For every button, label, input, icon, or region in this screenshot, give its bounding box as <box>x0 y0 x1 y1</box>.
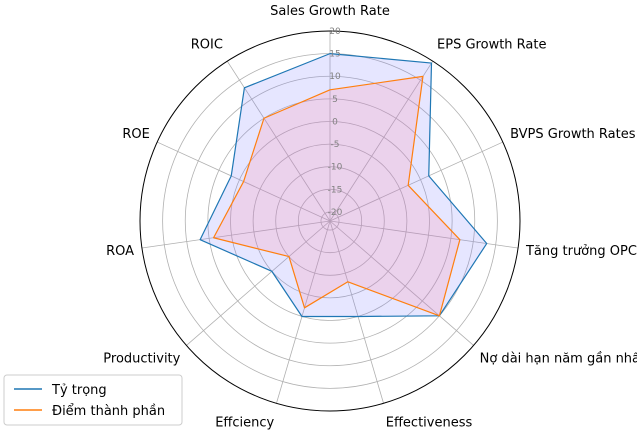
grid-spoke <box>276 220 331 404</box>
grid-spoke <box>329 220 384 404</box>
category-label: Effciency <box>215 415 274 430</box>
category-label: EPS Growth Rate <box>437 37 546 52</box>
series-line-1 <box>199 53 488 318</box>
category-label: Sales Growth Rate <box>270 4 390 19</box>
radial-tick-label: -15 <box>328 185 343 195</box>
radial-tick-label: -20 <box>328 208 343 218</box>
legend: Tỷ trọng Điểm thành phần <box>3 374 183 426</box>
series-area-1 <box>200 53 487 317</box>
grid-spoke <box>186 220 331 346</box>
category-label: BVPS Growth Rates <box>510 127 636 142</box>
grid-spoke <box>141 220 331 249</box>
series-line-2 <box>212 75 461 317</box>
category-labels: Sales Growth Rate EPS Growth Rate BVPS Gro… <box>103 4 637 430</box>
category-label: Tăng trưởng OPC LCDTKD <box>525 244 637 259</box>
radial-tick-label: -5 <box>331 140 340 150</box>
legend-label-1: Tỷ trọng <box>51 383 107 398</box>
grid-spoke <box>329 141 503 222</box>
grid-spoke <box>329 60 434 222</box>
grid-spoke <box>329 220 474 346</box>
radial-tick-label: 20 <box>329 27 341 37</box>
radial-tick-label: 5 <box>332 95 338 105</box>
radial-tick-label: -10 <box>328 163 343 173</box>
radial-tick-label: 0 <box>332 117 338 127</box>
category-label: Effectiveness <box>386 415 473 430</box>
category-label: Productivity <box>103 352 180 367</box>
outer-frame <box>139 30 521 412</box>
series-lines <box>199 53 488 318</box>
radial-tick-labels: -20 -15 -10 -5 0 5 10 15 20 <box>328 27 343 218</box>
category-label: ROIC <box>191 37 223 52</box>
series-areas <box>200 53 487 317</box>
category-label: ROA <box>106 244 134 259</box>
category-label: Nợ dài hạn năm gần nhất <box>480 352 637 367</box>
category-label: ROE <box>122 127 149 142</box>
series-area-2 <box>213 76 460 316</box>
legend-box <box>3 374 183 426</box>
radial-tick-label: 15 <box>329 50 340 60</box>
radial-tick-label: 10 <box>329 72 341 82</box>
legend-label-2: Điểm thành phần <box>52 404 165 419</box>
